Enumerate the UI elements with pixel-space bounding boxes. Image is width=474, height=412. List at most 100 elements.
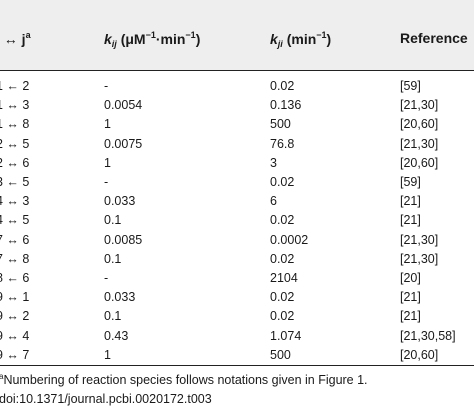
- header-kij-unit-min: ·min: [155, 31, 186, 47]
- cell-reference: [21,30]: [400, 251, 439, 266]
- table-row: 4 ↔ 3 0.033 6 [21]: [0, 193, 474, 212]
- header-pair: i ↔ ja: [0, 30, 31, 47]
- cell-kji: 0.02: [270, 309, 295, 324]
- footnote-text: Numbering of reaction species follows no…: [3, 373, 368, 387]
- table-row: 4 ↔ 5 0.1 0.02 [21]: [0, 212, 474, 231]
- cell-kji: 0.136: [270, 98, 302, 113]
- header-kji-exponent: −1: [316, 30, 327, 40]
- cell-pair: 1 ↔ 3: [0, 98, 30, 113]
- cell-kij: 1: [104, 347, 111, 362]
- doi-line: doi:10.1371/journal.pcbi.0020172.t003: [0, 392, 212, 406]
- cell-pair: 9 ↔ 1: [0, 290, 30, 305]
- cell-kij: 0.0075: [104, 136, 143, 151]
- cell-kji: 76.8: [270, 136, 295, 151]
- table-row: 9 ↔ 1 0.033 0.02 [21]: [0, 289, 474, 308]
- cell-kji: 0.02: [270, 213, 295, 228]
- cell-pair: 9 ↔ 2: [0, 309, 30, 324]
- header-kij-subscript: ij: [111, 39, 117, 49]
- cell-kji: 3: [270, 155, 277, 170]
- cell-kij: 0.1: [104, 251, 122, 266]
- cell-kij: 0.033: [104, 194, 136, 209]
- cell-reference: [21,30]: [400, 136, 439, 151]
- table-row: 7 ↔ 8 0.1 0.02 [21,30]: [0, 251, 474, 270]
- cell-kij: 0.43: [104, 328, 129, 343]
- cell-pair: 4 ↔ 3: [0, 194, 30, 209]
- cell-pair: 3 ← 5: [0, 175, 30, 189]
- header-kji-subscript: ji: [277, 39, 283, 49]
- cell-kij: -: [104, 271, 109, 285]
- cell-pair: 1 ↔ 8: [0, 117, 30, 132]
- cell-kij: -: [104, 79, 109, 93]
- cell-kij: 0.1: [104, 309, 122, 324]
- table-row: 2 ↔ 6 1 3 [20,60]: [0, 155, 474, 174]
- cell-kji: 500: [270, 117, 291, 132]
- cell-kji: 2104: [270, 271, 298, 285]
- cell-kji: 1.074: [270, 328, 302, 343]
- cell-pair: 7 ↔ 6: [0, 232, 30, 247]
- cell-reference: [59]: [400, 175, 421, 189]
- cell-kij: 0.033: [104, 290, 136, 305]
- header-kij: kij (μM−1·min−1): [104, 30, 200, 49]
- cell-kij: 1: [104, 155, 111, 170]
- cell-kji: 0.0002: [270, 232, 309, 247]
- cell-pair: 1 ← 2: [0, 79, 30, 93]
- cell-reference: [20,60]: [400, 347, 439, 362]
- footnote: aNumbering of reaction species follows n…: [0, 372, 368, 387]
- header-kij-close: ): [195, 31, 201, 47]
- cell-kij: 1: [104, 117, 111, 132]
- cell-kji: 0.02: [270, 79, 295, 93]
- cell-reference: [21]: [400, 213, 421, 228]
- table-row: 1 ← 2 - 0.02 [59]: [0, 78, 474, 97]
- cell-kji: 0.02: [270, 290, 295, 305]
- table-row: 9 ↔ 2 0.1 0.02 [21]: [0, 308, 474, 327]
- cell-kji: 0.02: [270, 251, 295, 266]
- footnote-marker: a: [0, 372, 4, 381]
- header-rule: [0, 70, 474, 71]
- table-row: 3 ← 5 - 0.02 [59]: [0, 174, 474, 193]
- cell-pair: 7 ↔ 8: [0, 251, 30, 266]
- header-kij-exponent-2: −1: [185, 30, 196, 40]
- cell-reference: [59]: [400, 79, 421, 93]
- cell-reference: [21,30,58]: [400, 328, 456, 343]
- cell-reference: [21,30]: [400, 98, 439, 113]
- table-row: 2 ↔ 5 0.0075 76.8 [21,30]: [0, 136, 474, 155]
- cell-reference: [21]: [400, 290, 421, 305]
- header-kij-unit: (μM: [120, 31, 146, 47]
- cell-pair: 2 ↔ 5: [0, 136, 30, 151]
- header-top-strip: [0, 0, 474, 16]
- header-kji-symbol: k: [270, 31, 278, 47]
- cell-kij: 0.1: [104, 213, 122, 228]
- header-kji-unit: (min: [286, 31, 317, 47]
- table-row: 9 ↔ 4 0.43 1.074 [21,30,58]: [0, 328, 474, 347]
- cell-pair: 9 ↔ 4: [0, 328, 30, 343]
- table-row: 1 ↔ 3 0.0054 0.136 [21,30]: [0, 97, 474, 116]
- cell-kji: 0.02: [270, 175, 295, 189]
- cell-reference: [20,60]: [400, 155, 439, 170]
- table-row: 9 ↔ 7 1 500 [20,60]: [0, 347, 474, 366]
- cell-reference: [21]: [400, 194, 421, 209]
- cell-pair: 4 ↔ 5: [0, 213, 30, 228]
- table-header: i ↔ ja kij (μM−1·min−1) kji (min−1) Refe…: [0, 16, 474, 70]
- cell-kij: 0.0085: [104, 232, 143, 247]
- header-reference: Reference: [400, 30, 468, 46]
- table-row: 8 ← 6 - 2104 [20]: [0, 270, 474, 289]
- header-pair-text: i ↔ j: [0, 31, 26, 47]
- header-pair-footnote-marker: a: [25, 30, 31, 40]
- cell-kij: -: [104, 175, 109, 189]
- cell-reference: [20,60]: [400, 117, 439, 132]
- cell-reference: [20]: [400, 271, 421, 285]
- cell-reference: [21,30]: [400, 232, 439, 247]
- header-kij-exponent-1: −1: [145, 30, 156, 40]
- header-kji-close: ): [326, 31, 332, 47]
- cell-pair: 8 ← 6: [0, 271, 30, 285]
- table-row: 7 ↔ 6 0.0085 0.0002 [21,30]: [0, 232, 474, 251]
- table-row: 1 ↔ 8 1 500 [20,60]: [0, 116, 474, 135]
- cell-pair: 2 ↔ 6: [0, 155, 30, 170]
- cell-kji: 500: [270, 347, 291, 362]
- header-kji: kji (min−1): [270, 30, 331, 49]
- header-kij-symbol: k: [104, 31, 112, 47]
- cell-kij: 0.0054: [104, 98, 143, 113]
- table-bottom-rule: [0, 365, 474, 366]
- cell-pair: 9 ↔ 7: [0, 347, 30, 362]
- cell-kji: 6: [270, 194, 277, 209]
